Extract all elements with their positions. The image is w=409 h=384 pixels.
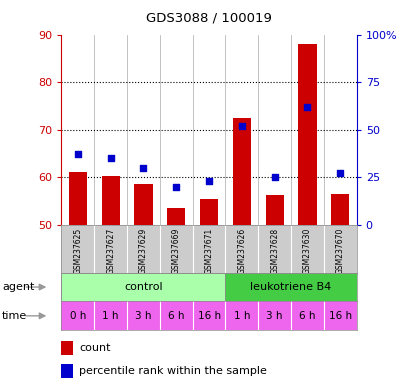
Bar (134, 184, 152, 225)
Bar (167, 208, 185, 225)
Text: GSM237625: GSM237625 (73, 228, 82, 274)
Text: GSM237627: GSM237627 (106, 228, 115, 274)
Text: GSM237670: GSM237670 (335, 228, 344, 275)
Text: GDS3088 / 100019: GDS3088 / 100019 (146, 12, 272, 25)
Text: 0 h: 0 h (70, 311, 86, 321)
Point (271, 174, 277, 180)
Point (107, 155, 114, 161)
Point (336, 170, 343, 176)
Text: 6 h: 6 h (168, 311, 184, 321)
Point (173, 184, 179, 190)
Bar (61, 364, 73, 378)
Text: GSM237630: GSM237630 (302, 228, 311, 275)
Bar (232, 118, 250, 225)
Point (303, 104, 310, 110)
Text: agent: agent (2, 282, 34, 292)
Bar (101, 176, 119, 225)
Bar (61, 273, 225, 301)
Point (205, 178, 212, 184)
Text: 3 h: 3 h (135, 311, 151, 321)
Bar (265, 195, 283, 225)
Point (140, 165, 146, 171)
Text: 6 h: 6 h (299, 311, 315, 321)
Text: GSM237629: GSM237629 (139, 228, 148, 274)
Text: 3 h: 3 h (266, 311, 282, 321)
Text: count: count (79, 343, 110, 353)
Text: GSM237626: GSM237626 (237, 228, 246, 274)
Bar (330, 194, 348, 225)
Text: 1 h: 1 h (233, 311, 249, 321)
Point (74, 151, 81, 157)
Text: control: control (124, 282, 162, 292)
Text: percentile rank within the sample: percentile rank within the sample (79, 366, 266, 376)
Bar (298, 44, 316, 225)
Text: GSM237671: GSM237671 (204, 228, 213, 274)
Bar (61, 341, 73, 355)
Text: GSM237628: GSM237628 (270, 228, 279, 274)
Text: time: time (2, 311, 27, 321)
Text: leukotriene B4: leukotriene B4 (250, 282, 331, 292)
Text: 16 h: 16 h (197, 311, 220, 321)
Text: GSM237669: GSM237669 (171, 228, 180, 275)
Bar (225, 273, 356, 301)
Text: 16 h: 16 h (328, 311, 351, 321)
Point (238, 123, 245, 129)
Bar (200, 199, 218, 225)
Bar (69, 172, 87, 225)
Text: 1 h: 1 h (102, 311, 119, 321)
